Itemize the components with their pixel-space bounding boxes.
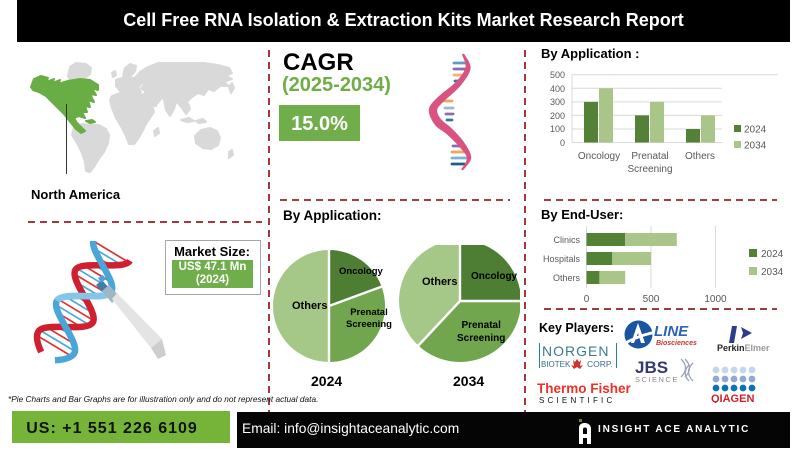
- svg-text:200: 200: [550, 111, 565, 121]
- svg-text:300: 300: [550, 97, 565, 107]
- svg-text:0: 0: [584, 294, 590, 305]
- svg-text:2034: 2034: [761, 267, 784, 278]
- svg-text:JBS: JBS: [635, 358, 668, 377]
- svg-text:Others: Others: [685, 151, 715, 162]
- svg-text:Hospitals: Hospitals: [543, 254, 581, 264]
- svg-text:PerkinElmer: PerkinElmer: [717, 343, 770, 353]
- svg-text:100: 100: [550, 124, 565, 134]
- svg-text:0: 0: [560, 138, 565, 148]
- svg-text:SCIENCE: SCIENCE: [635, 375, 679, 384]
- svg-text:500: 500: [643, 294, 660, 305]
- svg-text:Screening: Screening: [627, 164, 672, 175]
- svg-text:Others: Others: [553, 273, 581, 283]
- svg-text:2024: 2024: [761, 249, 784, 260]
- svg-text:LINE: LINE: [654, 323, 689, 340]
- svg-text:2034: 2034: [744, 141, 767, 152]
- svg-text:500: 500: [550, 70, 565, 80]
- svg-text:1000: 1000: [704, 294, 727, 305]
- svg-text:Clinics: Clinics: [553, 235, 580, 245]
- svg-text:BIOTEK: BIOTEK: [541, 360, 571, 369]
- svg-text:QIAGEN: QIAGEN: [711, 393, 754, 403]
- svg-text:2024: 2024: [744, 125, 767, 136]
- svg-text:NORGEN: NORGEN: [542, 343, 609, 359]
- svg-text:400: 400: [550, 84, 565, 94]
- svg-text:CORP.: CORP.: [587, 359, 613, 369]
- svg-text:Biosciences: Biosciences: [656, 340, 697, 347]
- svg-text:Oncology: Oncology: [578, 151, 620, 162]
- svg-text:Prenatal: Prenatal: [631, 151, 668, 162]
